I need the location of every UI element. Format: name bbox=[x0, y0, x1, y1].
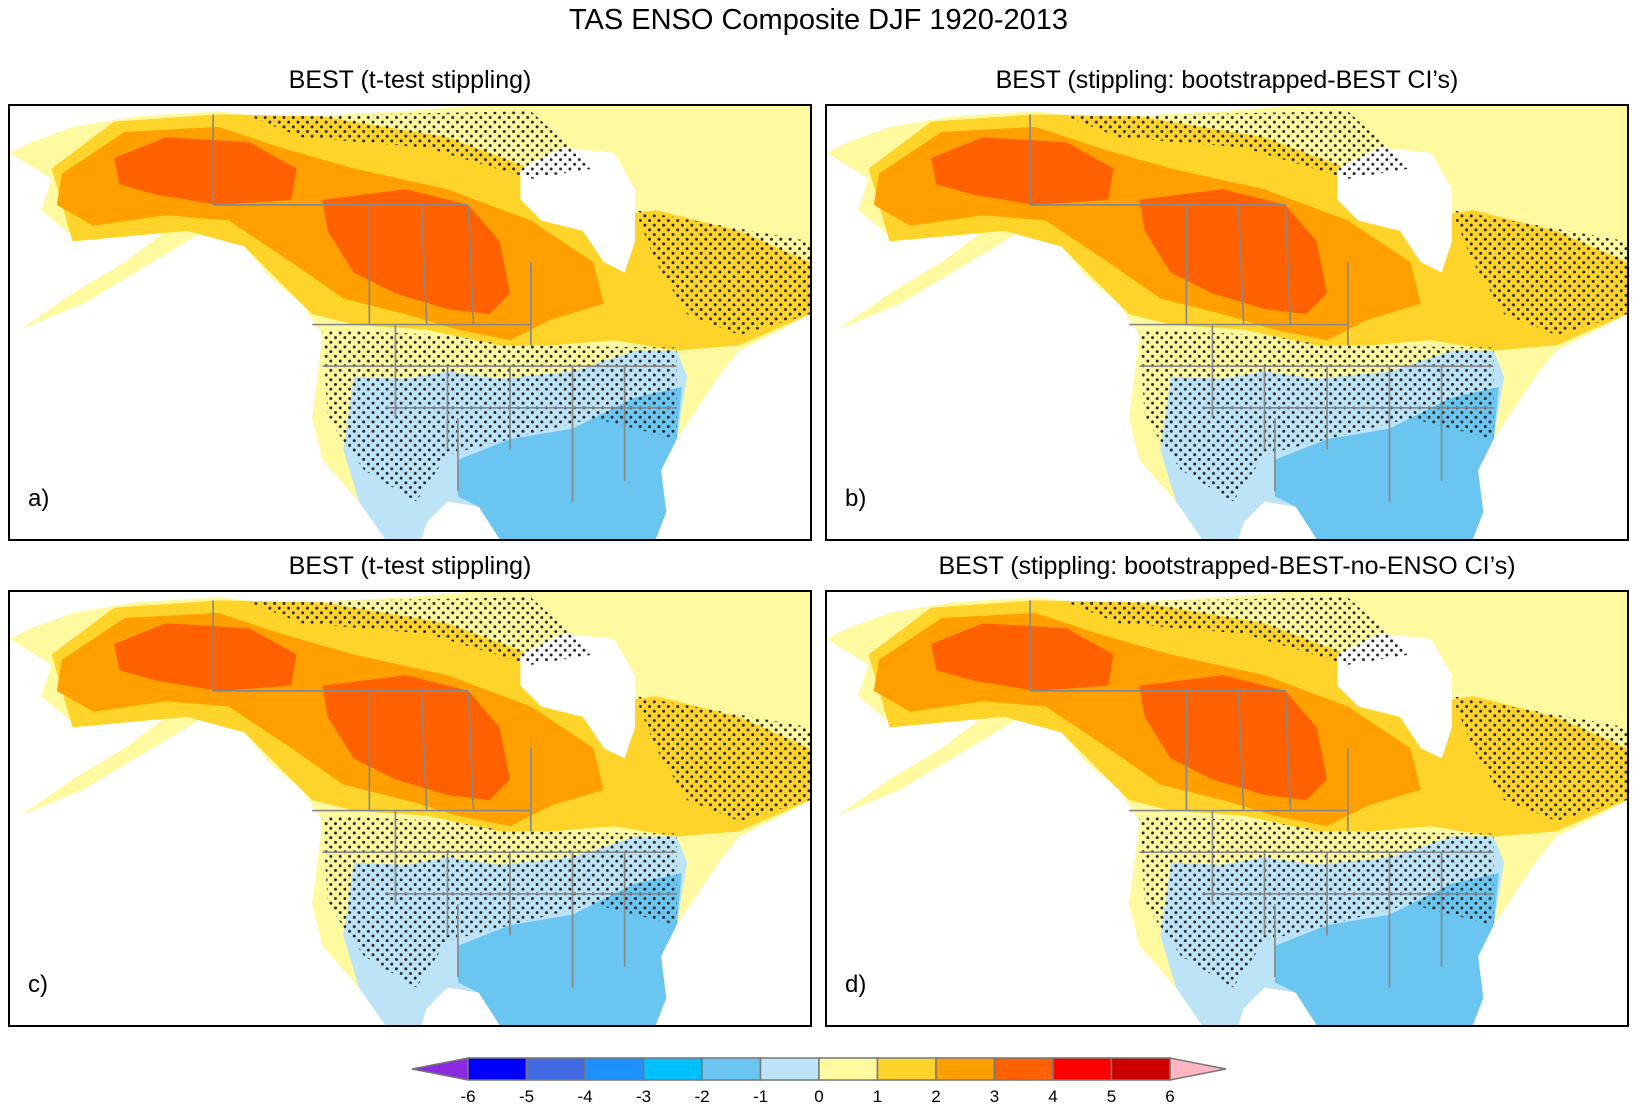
colorbar-box bbox=[584, 1057, 645, 1081]
colorbar-tick-label: -6 bbox=[460, 1087, 475, 1106]
map-c bbox=[10, 592, 810, 1025]
figure-title: TAS ENSO Composite DJF 1920-2013 bbox=[568, 4, 1069, 36]
colorbar-tick-label: 6 bbox=[1165, 1087, 1174, 1106]
colorbar-tick-label: -5 bbox=[519, 1087, 534, 1106]
colorbar-tick-label: 5 bbox=[1107, 1087, 1116, 1106]
colorbar-box bbox=[701, 1057, 762, 1081]
colorbar-tick-label: 1 bbox=[873, 1087, 882, 1106]
colorbar-box bbox=[876, 1057, 937, 1081]
colorbar-tick-label: -4 bbox=[577, 1087, 592, 1106]
colorbar-box bbox=[642, 1057, 703, 1081]
colorbar-tick-label: 4 bbox=[1048, 1087, 1057, 1106]
colorbar-box bbox=[467, 1057, 528, 1081]
colorbar-box bbox=[818, 1057, 879, 1081]
colorbar-tick-label: -2 bbox=[694, 1087, 709, 1106]
colorbar-box bbox=[525, 1057, 586, 1081]
panel-c-title: BEST (t-test stippling) bbox=[288, 552, 532, 580]
colorbar-box bbox=[1052, 1057, 1113, 1081]
map-panel-a: a) bbox=[8, 104, 812, 541]
panel-label-d: d) bbox=[845, 971, 867, 998]
colorbar: -6 -5 -4 -3 -2 -1 0 1 2 3 4 5 6 bbox=[411, 1057, 1227, 1106]
colorbar-above-triangle bbox=[1169, 1057, 1227, 1081]
colorbar-box bbox=[1110, 1057, 1171, 1081]
map-b bbox=[827, 106, 1627, 539]
colorbar-box bbox=[759, 1057, 820, 1081]
colorbar-tick-label: 3 bbox=[990, 1087, 999, 1106]
colorbar-tick-label: -1 bbox=[753, 1087, 768, 1106]
colorbar-tick-label: 0 bbox=[814, 1087, 823, 1106]
colorbar-box bbox=[935, 1057, 996, 1081]
panel-b-title: BEST (stippling: bootstrapped-BEST CI’s) bbox=[995, 66, 1459, 94]
map-a bbox=[10, 106, 810, 539]
panel-d-title: BEST (stippling: bootstrapped-BEST-no-EN… bbox=[938, 552, 1516, 580]
panel-label-a: a) bbox=[28, 485, 50, 512]
map-panel-d: d) bbox=[825, 590, 1629, 1027]
colorbar-tick-label: 2 bbox=[931, 1087, 940, 1106]
colorbar-box bbox=[993, 1057, 1054, 1081]
colorbar-tick-label: -3 bbox=[636, 1087, 651, 1106]
colorbar-below-triangle bbox=[411, 1057, 469, 1081]
panel-label-c: c) bbox=[28, 971, 48, 998]
map-panel-b: b) bbox=[825, 104, 1629, 541]
panel-label-b: b) bbox=[845, 485, 867, 512]
map-panel-c: c) bbox=[8, 590, 812, 1027]
map-d bbox=[827, 592, 1627, 1025]
panel-a-title: BEST (t-test stippling) bbox=[288, 66, 532, 94]
